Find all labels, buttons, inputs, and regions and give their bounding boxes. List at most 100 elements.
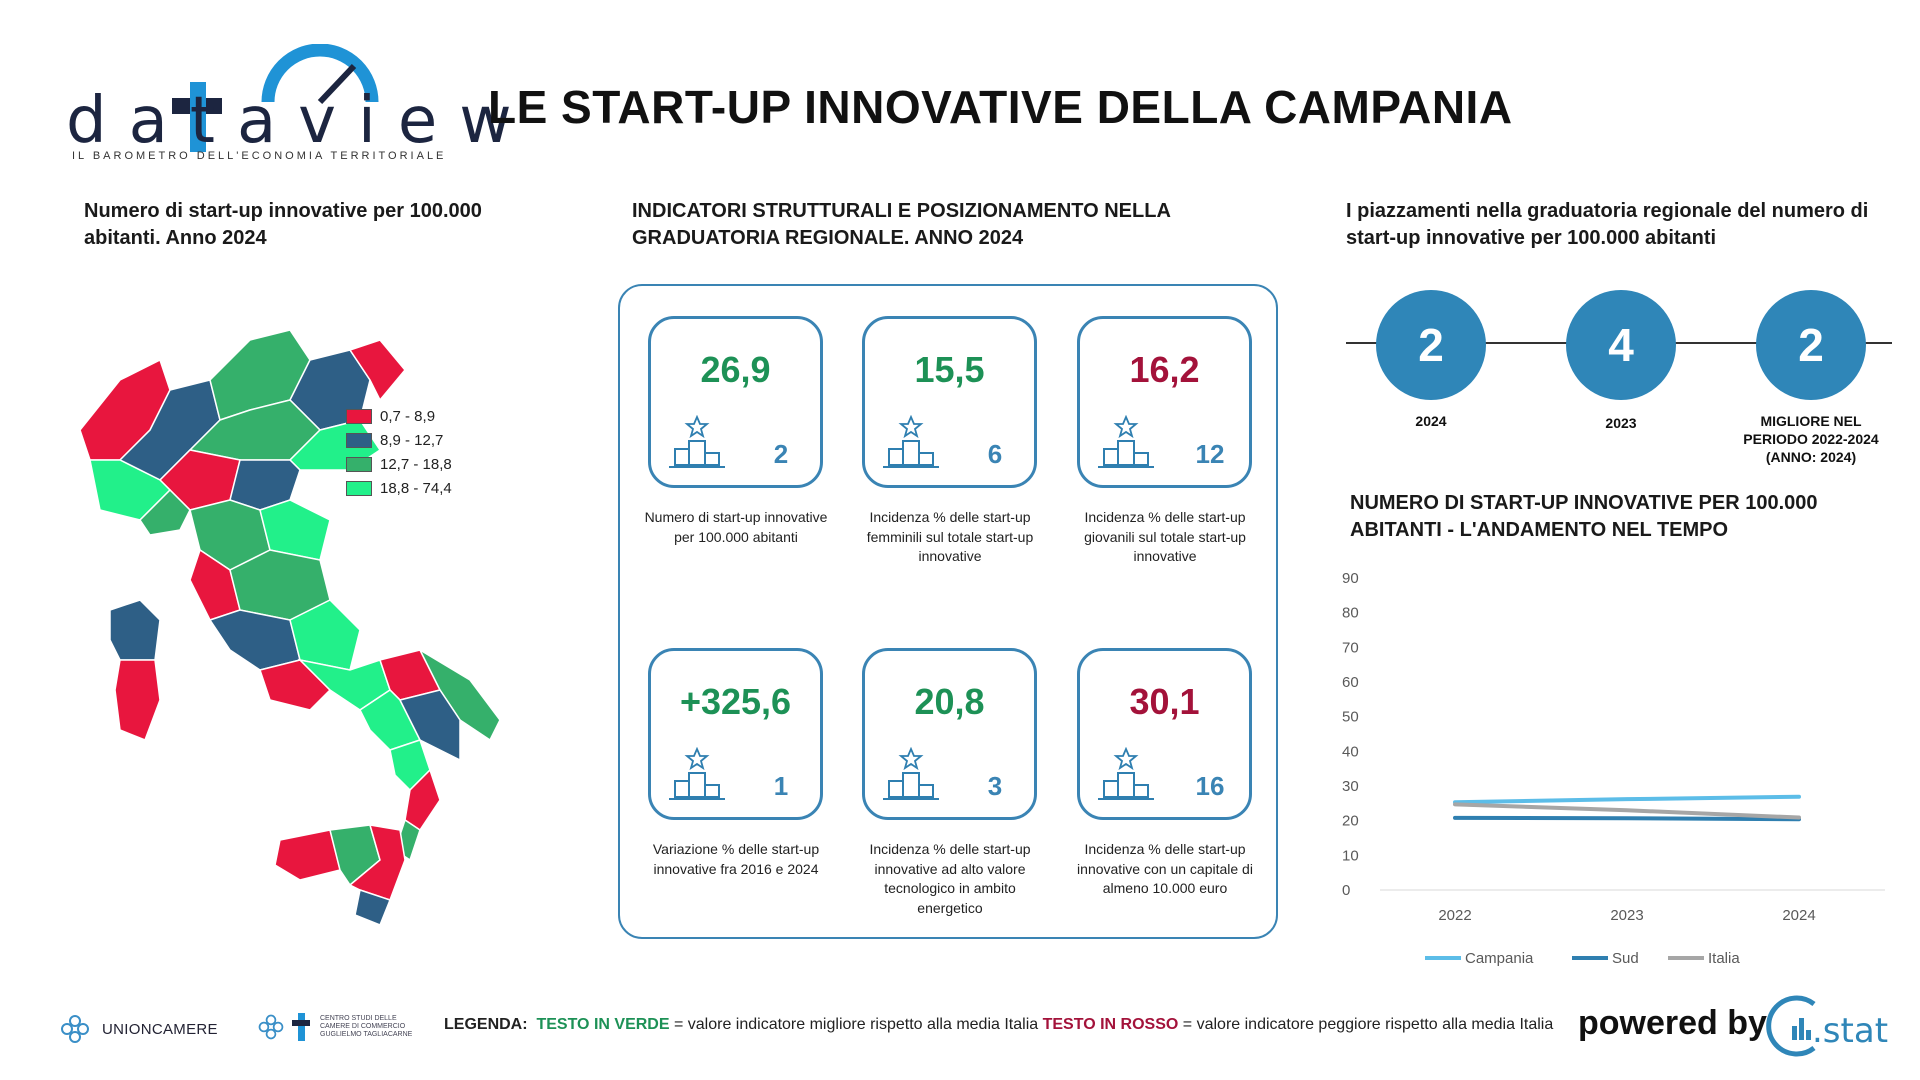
indicator-rank: 16 bbox=[1195, 771, 1225, 801]
y-tick-label: 80 bbox=[1342, 605, 1359, 622]
rank-label-2024: 2024 bbox=[1415, 413, 1447, 429]
unioncamere-text: UNIONCAMERE bbox=[102, 1020, 218, 1038]
indicators-panel bbox=[618, 284, 1278, 939]
indicator-value: 15,5 bbox=[914, 349, 985, 390]
legend-label: 12,7 - 18,8 bbox=[380, 455, 452, 473]
indicator-rank: 6 bbox=[987, 439, 1003, 469]
indicator-description: Incidenza % delle start-up femminili sul… bbox=[866, 509, 1034, 564]
indicators-section-title: INDICATORI STRUTTURALI E POSIZIONAMENTO … bbox=[632, 200, 1171, 249]
rank-label-best: MIGLIORE NEL PERIODO 2022-2024 (ANNO: 20… bbox=[1743, 413, 1879, 465]
indicator-description: Incidenza % delle start-up giovanili sul… bbox=[1084, 509, 1246, 564]
data-point bbox=[1625, 816, 1629, 820]
map-region-sicily-west bbox=[274, 829, 341, 881]
rankings-section-title: I piazzamenti nella graduatoria regional… bbox=[1346, 200, 1869, 249]
y-tick-label: 30 bbox=[1342, 778, 1359, 795]
map-legend: 0,7 - 8,9 8,9 - 12,7 12,7 - 18,8 18,8 - … bbox=[346, 404, 452, 500]
legend-swatch bbox=[346, 456, 372, 472]
map-region-north-4 bbox=[348, 339, 406, 402]
x-tick-label: 2023 bbox=[1610, 907, 1643, 924]
legend-item: 8,9 - 12,7 bbox=[346, 428, 452, 452]
indicator-value: 26,9 bbox=[700, 349, 771, 390]
italy-provinces-map bbox=[79, 329, 501, 926]
legenda-green: TESTO IN VERDE bbox=[536, 1016, 670, 1033]
rank-circle-best: 2 bbox=[1756, 290, 1866, 400]
podium-icon bbox=[881, 746, 941, 803]
map-region-sardinia-south bbox=[114, 659, 161, 741]
x-tick-label: 2024 bbox=[1782, 907, 1815, 924]
legenda-label: LEGENDA: bbox=[444, 1016, 528, 1033]
y-tick-label: 10 bbox=[1342, 847, 1359, 864]
cstat-logo: .stat bbox=[1766, 995, 1888, 1057]
powered-by-label: powered by bbox=[1578, 1004, 1767, 1042]
legend-label: Campania bbox=[1465, 950, 1534, 967]
indicator-card: 30,1 16 bbox=[1077, 648, 1252, 820]
indicator-card: +325,6 1 bbox=[648, 648, 823, 820]
podium-icon bbox=[667, 746, 727, 803]
map-region-centre-6 bbox=[289, 599, 361, 671]
map-region-south-6 bbox=[398, 689, 461, 762]
rank-circle-2024: 2 bbox=[1376, 290, 1486, 400]
indicator-value: 30,1 bbox=[1129, 681, 1200, 722]
legend-label: Sud bbox=[1612, 950, 1639, 967]
legend-swatch bbox=[346, 432, 372, 448]
indicator-rank: 12 bbox=[1195, 439, 1225, 469]
legenda-red: TESTO IN ROSSO bbox=[1042, 1016, 1179, 1033]
y-tick-label: 70 bbox=[1342, 639, 1359, 656]
legend-label: 18,8 - 74,4 bbox=[380, 479, 452, 497]
indicator-rank: 2 bbox=[773, 439, 789, 469]
legend-swatch bbox=[346, 408, 372, 424]
dataview-logo: dataview IL BAROMETRO DELL'ECONOMIA TERR… bbox=[66, 44, 512, 164]
tagliacarne-text: CENTRO STUDI DELLE CAMERE DI COMMERCIO G… bbox=[320, 1015, 413, 1038]
indicator-card: 15,5 6 bbox=[862, 316, 1037, 488]
indicator-value: +325,6 bbox=[679, 681, 792, 722]
legend-label: Italia bbox=[1708, 950, 1740, 967]
indicator-card: 20,8 3 bbox=[862, 648, 1037, 820]
indicator-description: Variazione % delle start-up innovative f… bbox=[652, 841, 820, 877]
indicator-description: Numero di start-up innovative per 100.00… bbox=[644, 509, 828, 545]
dataview-t-mark-icon bbox=[172, 82, 222, 152]
podium-icon bbox=[1096, 414, 1156, 471]
data-point bbox=[1453, 816, 1457, 820]
data-point bbox=[1797, 816, 1801, 820]
y-tick-label: 20 bbox=[1342, 813, 1359, 830]
legend-label: 0,7 - 8,9 bbox=[380, 407, 436, 425]
legend-label: 8,9 - 12,7 bbox=[380, 431, 444, 449]
legenda-green-text: = valore indicatore migliore rispetto al… bbox=[673, 1016, 1039, 1033]
podium-icon bbox=[1096, 746, 1156, 803]
legend-item: 18,8 - 74,4 bbox=[346, 476, 452, 500]
brand-wordmark: dataview bbox=[66, 84, 534, 158]
legenda-red-text: = valore indicatore peggiore rispetto al… bbox=[1182, 1016, 1554, 1033]
map-region-liguria bbox=[139, 488, 191, 536]
map-region-sardinia-north bbox=[109, 599, 161, 661]
color-legend-note: LEGENDA: TESTO IN VERDE = valore indicat… bbox=[444, 1016, 1553, 1034]
legend-item: 0,7 - 8,9 bbox=[346, 404, 452, 428]
data-point bbox=[1453, 802, 1457, 806]
data-point bbox=[1625, 797, 1629, 801]
map-region-calabria-2 bbox=[404, 768, 441, 832]
y-tick-label: 0 bbox=[1342, 882, 1350, 899]
indicator-card: 26,9 2 bbox=[648, 316, 823, 488]
unioncamere-logo: UNIONCAMERE bbox=[58, 1012, 218, 1046]
brand-tagline: IL BAROMETRO DELL'ECONOMIA TERRITORIALE bbox=[72, 150, 447, 162]
y-tick-label: 60 bbox=[1342, 674, 1359, 691]
indicator-value: 16,2 bbox=[1129, 349, 1200, 390]
map-section-title: Numero di start-up innovative per 100.00… bbox=[84, 200, 482, 249]
x-tick-label: 2022 bbox=[1438, 907, 1471, 924]
y-tick-label: 90 bbox=[1342, 570, 1359, 587]
podium-icon bbox=[881, 414, 941, 471]
data-point bbox=[1625, 808, 1629, 812]
rank-label-2023: 2023 bbox=[1605, 415, 1637, 431]
indicator-card: 16,2 12 bbox=[1077, 316, 1252, 488]
gauge-arc-icon bbox=[261, 44, 379, 105]
rank-circle-2023: 4 bbox=[1566, 290, 1676, 400]
map-region-sicily-se bbox=[354, 889, 391, 926]
tagliacarne-mark-icon bbox=[292, 1013, 310, 1041]
tagliacarne-logo: CENTRO STUDI DELLE CAMERE DI COMMERCIO G… bbox=[256, 1012, 420, 1042]
trend-section-title: NUMERO DI START-UP INNOVATIVE PER 100.00… bbox=[1350, 492, 1818, 541]
cstat-logo-text: .stat bbox=[1812, 1011, 1888, 1051]
tagliacarne-flower-icon bbox=[258, 1014, 284, 1040]
map-region-centre-5 bbox=[208, 609, 301, 671]
indicator-rank: 1 bbox=[773, 771, 789, 801]
map-region-centre-2 bbox=[259, 499, 331, 561]
indicator-value: 20,8 bbox=[914, 681, 985, 722]
